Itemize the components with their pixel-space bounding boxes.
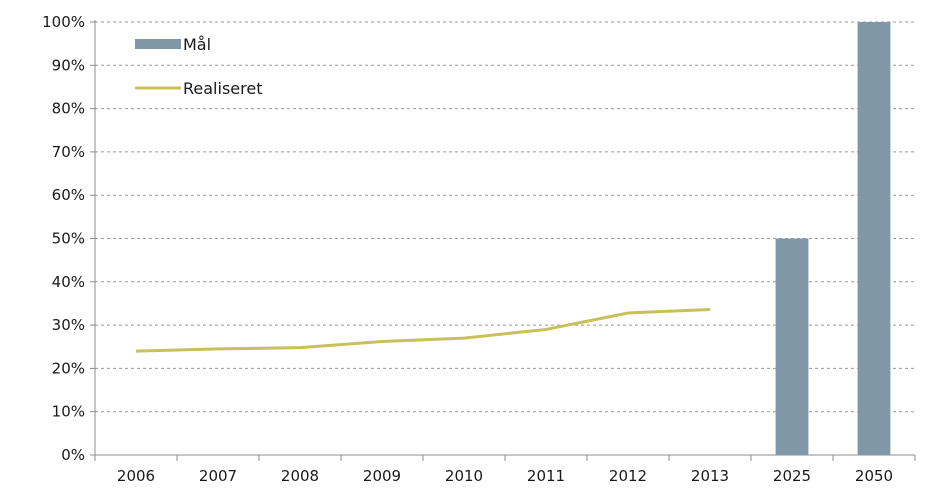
x-tick-label: 2025 (773, 467, 811, 485)
line-realiseret (135, 308, 711, 353)
y-tick-label: 90% (52, 56, 85, 74)
x-tick-label: 2013 (691, 467, 729, 485)
line-series-realiseret (135, 308, 711, 353)
legend: Mål Realiseret (135, 35, 262, 98)
y-tick-label: 80% (52, 100, 85, 118)
y-tick-label: 10% (52, 403, 85, 421)
y-tick-label: 40% (52, 273, 85, 291)
x-tick-label: 2006 (117, 467, 155, 485)
bar-mal (857, 22, 891, 455)
bar-mal (775, 238, 809, 455)
y-tick-label: 20% (52, 359, 85, 377)
legend-label-realiseret: Realiseret (183, 79, 262, 98)
x-tick-label: 2050 (855, 467, 893, 485)
y-tick-label: 0% (61, 446, 85, 464)
y-tick-label: 50% (52, 230, 85, 248)
legend-label-mal: Mål (183, 35, 211, 54)
y-tick-label: 30% (52, 316, 85, 334)
y-tick-label: 100% (42, 13, 85, 31)
y-tick-label: 70% (52, 143, 85, 161)
bar-series-mal (775, 22, 891, 455)
y-axis-ticks: 0% 10% 20% 30% 40% 50% 60% 70% 80% 90% 100% (42, 13, 96, 464)
x-tick-label: 2012 (609, 467, 647, 485)
x-tick-label: 2009 (363, 467, 401, 485)
x-axis-ticks: 2006 2007 2008 2009 2010 2011 2012 2013 2025 2050 (94, 454, 916, 485)
x-tick-label: 2007 (199, 467, 237, 485)
x-tick-label: 2008 (281, 467, 319, 485)
legend-swatch-mal (135, 39, 181, 49)
y-tick-label: 60% (52, 186, 85, 204)
x-tick-label: 2011 (527, 467, 565, 485)
gridlines (95, 21, 915, 413)
x-tick-label: 2010 (445, 467, 483, 485)
